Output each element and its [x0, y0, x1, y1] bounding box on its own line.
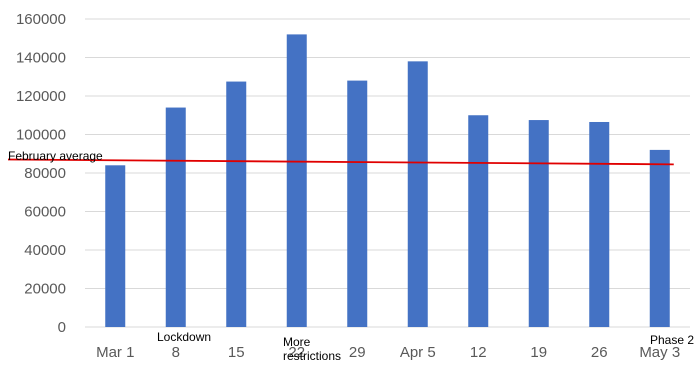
annotation-more-restrictions-line2: restrictions — [283, 349, 341, 363]
y-tick-label: 80000 — [24, 165, 66, 182]
y-tick-label: 0 — [58, 319, 66, 336]
gridlines — [85, 18, 690, 328]
x-tick-label: 12 — [470, 344, 487, 361]
bar — [347, 80, 368, 327]
x-axis-tick-labels: Mar 1 8 15 22 29 Apr 5 12 19 26 May 3 — [96, 344, 680, 361]
y-tick-label: 160000 — [16, 11, 66, 28]
y-tick-label: 100000 — [16, 127, 66, 144]
bars — [105, 34, 670, 328]
bar — [649, 149, 670, 327]
y-tick-label: 40000 — [24, 242, 66, 259]
bar — [165, 107, 186, 327]
bar — [589, 121, 610, 327]
february-average-line — [7, 158, 674, 166]
x-tick-label: 8 — [172, 344, 180, 361]
x-tick-label: 19 — [530, 344, 547, 361]
x-tick-label: 22 — [288, 344, 305, 361]
bar — [528, 120, 549, 327]
bar — [468, 115, 489, 327]
bar — [226, 81, 247, 327]
y-tick-label: 20000 — [24, 281, 66, 298]
y-tick-label: 120000 — [16, 88, 66, 105]
x-tick-label: 26 — [591, 344, 608, 361]
x-tick-label: Apr 5 — [400, 344, 436, 361]
y-tick-label: 140000 — [16, 50, 66, 67]
x-tick-label: 29 — [349, 344, 366, 361]
x-tick-label: 15 — [228, 344, 245, 361]
annotation-more-restrictions: More restrictions — [283, 335, 341, 363]
bar — [286, 34, 307, 328]
bar — [105, 165, 126, 327]
february-average-label: February average — [8, 149, 103, 163]
bar — [407, 61, 428, 327]
x-tick-label: May 3 — [639, 344, 680, 361]
annotation-lockdown: Lockdown — [157, 330, 211, 344]
y-axis-tick-labels: 0 20000 40000 60000 80000 100000 120000 140000 1… — [16, 11, 66, 336]
annotation-phase-2: Phase 2 — [650, 333, 694, 347]
y-tick-label: 60000 — [24, 204, 66, 221]
annotation-more-restrictions-line1: More — [283, 335, 311, 349]
x-tick-label: Mar 1 — [96, 344, 134, 361]
